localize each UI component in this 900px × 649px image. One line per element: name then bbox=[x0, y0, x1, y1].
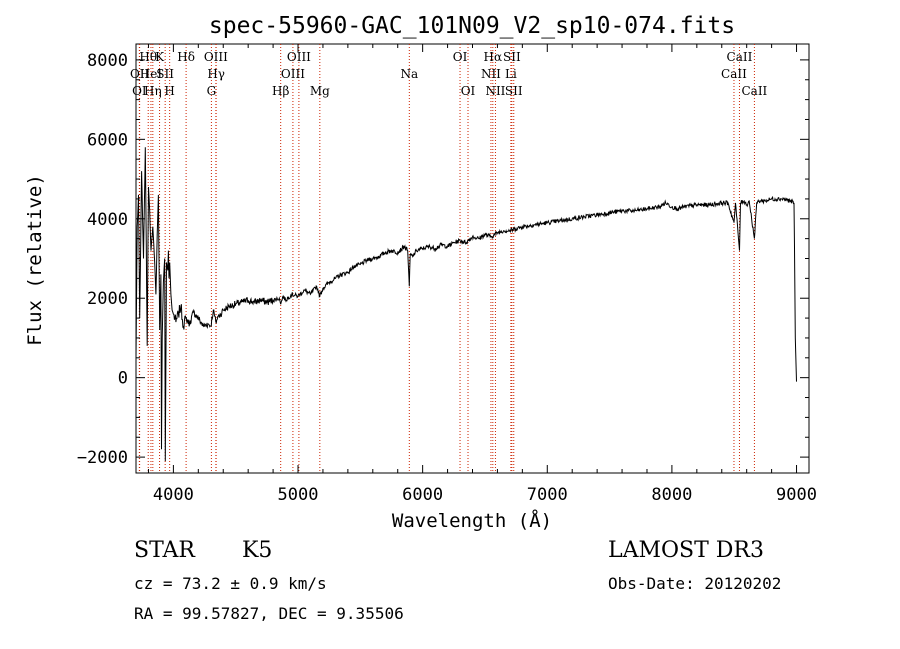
x-tick-label-2: 6000 bbox=[402, 485, 443, 505]
redshift-velocity: cz = 73.2 ± 0.9 km/s bbox=[134, 574, 327, 593]
y-tick-label-2: 2000 bbox=[87, 289, 128, 309]
x-tick-label-0: 4000 bbox=[153, 485, 194, 505]
line-marker-label-13: OIII bbox=[287, 50, 311, 64]
line-marker-label-9: OIII bbox=[204, 50, 228, 64]
line-marker-label-2: Hθ bbox=[139, 50, 157, 64]
line-marker-label-18: OI bbox=[461, 84, 476, 98]
line-marker-label-5: K bbox=[155, 50, 165, 64]
x-tick-label-1: 5000 bbox=[278, 485, 319, 505]
y-tick-label-0: −2000 bbox=[77, 448, 128, 468]
line-marker-label-1: OII bbox=[130, 67, 150, 81]
x-tick-label-3: 7000 bbox=[527, 485, 568, 505]
line-marker-labels: OI OII Hθ HeI Hη K SII H Hδ OIII Hγ G Hβ OIII OIII Mg Na… bbox=[130, 50, 768, 98]
spectrum-line bbox=[135, 147, 797, 462]
y-tick-label-3: 4000 bbox=[87, 210, 128, 230]
line-marker-label-20: NII bbox=[481, 67, 501, 81]
x-axis-label: Wavelength (Å) bbox=[392, 509, 552, 532]
line-marker-label-17: OI bbox=[453, 50, 468, 64]
line-marker-label-25: CaII bbox=[727, 50, 753, 64]
line-marker-label-14: OIII bbox=[281, 67, 305, 81]
line-marker-label-27: CaII bbox=[741, 84, 767, 98]
line-marker-label-3: HeI bbox=[140, 67, 163, 81]
line-marker-label-24: SII bbox=[505, 84, 523, 98]
y-axis-label: Flux (relative) bbox=[24, 174, 46, 346]
x-tick-label-4: 8000 bbox=[651, 485, 692, 505]
axis-ticks bbox=[136, 44, 809, 473]
line-marker-label-23: Li bbox=[505, 67, 517, 81]
line-marker-label-12: Hβ bbox=[272, 84, 289, 98]
line-marker-label-19: Hα bbox=[484, 50, 503, 64]
observation-date: Obs-Date: 20120202 bbox=[608, 574, 782, 593]
line-marker-label-16: Na bbox=[400, 67, 418, 81]
plot-frame bbox=[135, 43, 810, 474]
chart-title: spec-55960-GAC_101N09_V2_sp10-074.fits bbox=[209, 13, 735, 39]
line-marker-label-10: Hγ bbox=[207, 67, 225, 81]
line-marker-label-7: H bbox=[164, 84, 174, 98]
line-markers bbox=[138, 44, 755, 473]
line-marker-label-21: NII bbox=[485, 84, 505, 98]
y-tick-label-5: 8000 bbox=[87, 51, 128, 71]
y-tick-label-1: 0 bbox=[118, 369, 128, 389]
line-marker-label-26: CaII bbox=[721, 67, 747, 81]
axis-tick-labels: 4000 5000 6000 7000 8000 9000 −2000 0 2000 4000 60… bbox=[77, 51, 817, 505]
line-marker-label-15: Mg bbox=[310, 84, 330, 98]
object-class: STAR bbox=[134, 538, 195, 563]
line-marker-label-22: SII bbox=[503, 50, 521, 64]
y-tick-label-4: 6000 bbox=[87, 130, 128, 150]
line-marker-label-8: Hδ bbox=[177, 50, 195, 64]
spectral-subclass: K5 bbox=[242, 538, 273, 563]
line-marker-label-11: G bbox=[207, 84, 217, 98]
line-marker-label-0: OI bbox=[132, 84, 147, 98]
sky-coordinates: RA = 99.57827, DEC = 9.35506 bbox=[134, 604, 404, 623]
line-marker-label-6: SII bbox=[156, 67, 174, 81]
line-marker-label-4: Hη bbox=[144, 84, 162, 98]
x-tick-label-5: 9000 bbox=[776, 485, 817, 505]
survey-name: LAMOST DR3 bbox=[608, 538, 764, 563]
